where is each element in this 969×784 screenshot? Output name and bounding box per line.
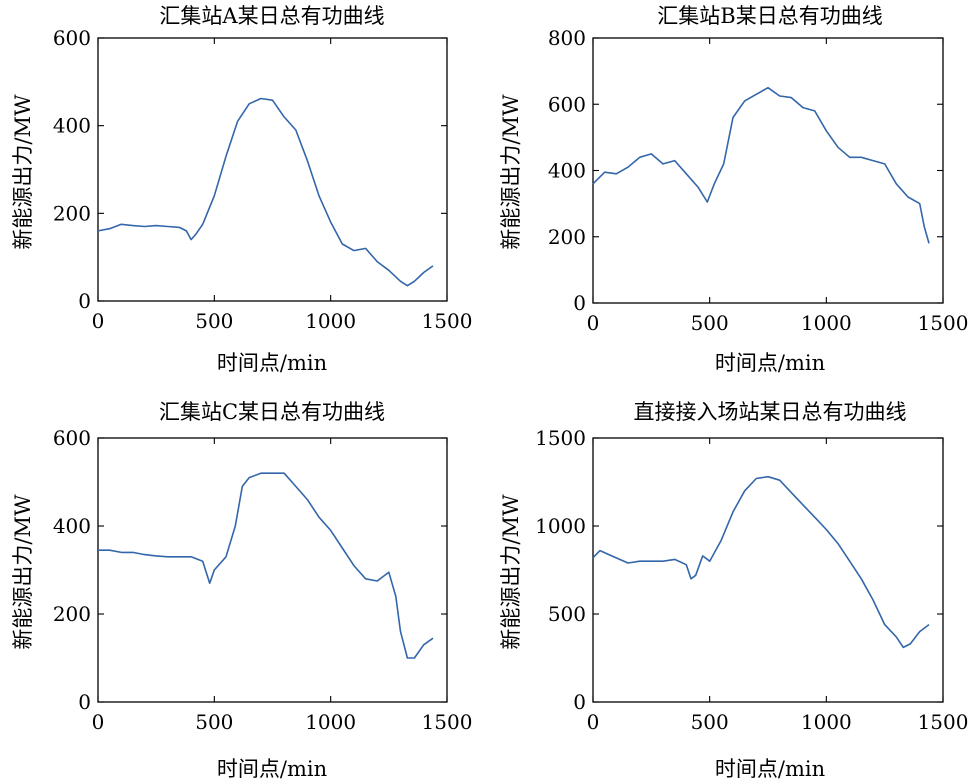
y-axis-label: 新能源出力/MW (11, 494, 35, 650)
x-tick-label: 0 (587, 311, 600, 335)
y-tick-label: 600 (53, 426, 91, 450)
chart-panel-b: 汇集站B某日总有功曲线 新能源出力/MW 时间点/min 0 500 1000 150… (499, 4, 968, 375)
y-axis-label: 新能源出力/MW (499, 94, 523, 250)
chart-title: 汇集站B某日总有功曲线 (657, 4, 882, 28)
y-tick-label: 200 (53, 201, 91, 225)
x-tick-label: 1000 (801, 710, 852, 734)
series-line (592, 86, 930, 244)
x-tick-label: 500 (691, 311, 729, 335)
x-tick-label: 1000 (305, 710, 356, 734)
plot-frame (97, 437, 448, 703)
y-tick-label: 0 (573, 690, 586, 714)
y-tick-label: 1000 (535, 514, 586, 538)
y-tick-label: 200 (53, 602, 91, 626)
x-tick-label: 0 (587, 710, 600, 734)
chart-title: 直接接入场站某日总有功曲线 (634, 400, 907, 424)
chart-panel-direct: 直接接入场站某日总有功曲线 新能源出力/MW 时间点/min 0 500 1000 1… (499, 400, 968, 781)
series-line (592, 475, 930, 649)
y-tick-label: 400 (53, 514, 91, 538)
chart-title: 汇集站A某日总有功曲线 (159, 4, 384, 28)
x-tick-label: 500 (195, 710, 233, 734)
chart-panel-c: 汇集站C某日总有功曲线 新能源出力/MW 时间点/min 0 500 1000 150… (11, 400, 472, 781)
x-axis-label: 时间点/min (217, 351, 327, 375)
x-tick-label: 0 (92, 710, 105, 734)
y-axis-label: 新能源出力/MW (11, 94, 35, 250)
x-tick-label: 1500 (918, 311, 969, 335)
x-tick-label: 1000 (801, 311, 852, 335)
x-tick-label: 0 (92, 309, 105, 333)
y-tick-label: 1500 (535, 426, 586, 450)
y-tick-label: 600 (548, 92, 586, 116)
plot-frame (97, 37, 448, 302)
x-tick-label: 1500 (918, 710, 969, 734)
y-tick-label: 400 (548, 159, 586, 183)
y-tick-label: 200 (548, 225, 586, 249)
x-tick-label: 1500 (422, 710, 473, 734)
x-axis-label: 时间点/min (715, 757, 825, 781)
series-line (98, 472, 434, 659)
y-tick-label: 800 (548, 26, 586, 50)
y-tick-label: 400 (53, 114, 91, 138)
chart-panel-a: 汇集站A某日总有功曲线 新能源出力/MW 时间点/min 0 500 1000 150… (11, 4, 472, 375)
plot-frame (592, 37, 944, 304)
x-tick-label: 1000 (305, 309, 356, 333)
x-tick-label: 1500 (422, 309, 473, 333)
y-tick-label: 0 (78, 289, 91, 313)
x-axis-label: 时间点/min (715, 351, 825, 375)
y-tick-label: 0 (78, 690, 91, 714)
chart-title: 汇集站C某日总有功曲线 (159, 400, 385, 424)
series-line (97, 97, 434, 287)
y-axis-label: 新能源出力/MW (499, 494, 523, 650)
y-tick-label: 600 (53, 26, 91, 50)
x-axis-label: 时间点/min (217, 757, 327, 781)
plot-frame (592, 437, 944, 703)
y-tick-label: 0 (573, 291, 586, 315)
x-tick-label: 500 (195, 309, 233, 333)
y-tick-label: 500 (548, 602, 586, 626)
x-tick-label: 500 (691, 710, 729, 734)
